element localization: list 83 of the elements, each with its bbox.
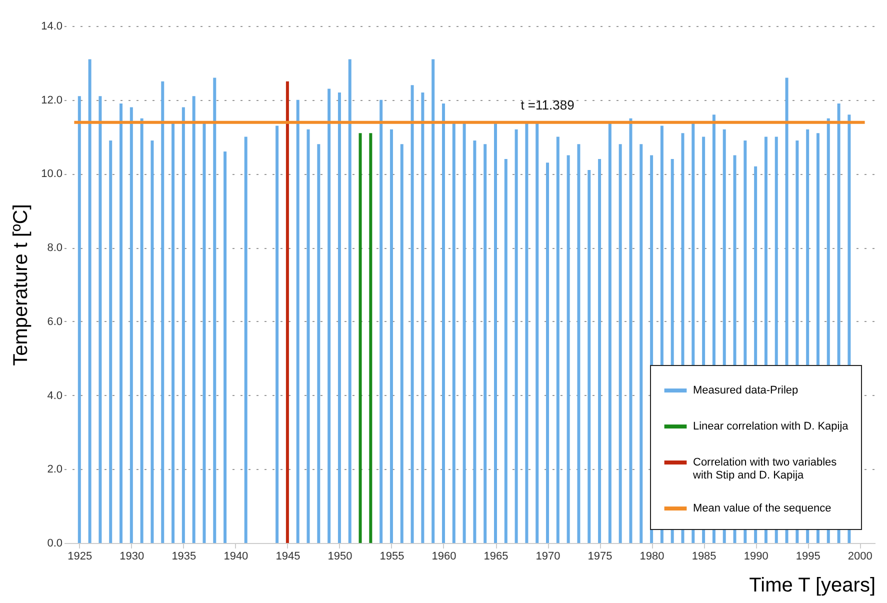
bar xyxy=(556,136,560,543)
x-tick-label: 1950 xyxy=(328,550,352,562)
bar xyxy=(588,170,591,543)
x-tick-label: 1995 xyxy=(796,550,820,562)
x-tick-label: 1970 xyxy=(536,550,560,562)
y-tick-label: 6.0 xyxy=(47,316,62,328)
x-tick-label: 1925 xyxy=(68,550,92,562)
bar xyxy=(328,88,331,543)
bar xyxy=(98,96,102,543)
bar xyxy=(109,140,112,543)
y-tick-label: 14.0 xyxy=(41,20,62,32)
x-tick-label: 1930 xyxy=(120,550,144,562)
bar xyxy=(244,136,248,543)
x-tick-label: 1985 xyxy=(692,550,716,562)
bar xyxy=(161,81,164,543)
bar xyxy=(369,133,372,543)
bar xyxy=(88,59,92,543)
x-tick-label: 1935 xyxy=(172,550,196,562)
bar xyxy=(462,122,466,543)
y-tick-label: 10.0 xyxy=(41,168,62,180)
bar xyxy=(213,78,216,543)
bar xyxy=(380,100,383,543)
x-tick-label: 1980 xyxy=(640,550,664,562)
bar xyxy=(390,129,393,543)
bar xyxy=(421,92,424,543)
bar xyxy=(410,85,414,543)
bar xyxy=(296,100,300,543)
y-tick-label: 0.0 xyxy=(47,538,62,550)
annotation: t =11.389 xyxy=(520,97,574,112)
bar xyxy=(306,129,310,543)
bar xyxy=(202,122,206,543)
bar xyxy=(120,104,123,543)
y-tick-label: 8.0 xyxy=(47,242,62,254)
bar xyxy=(400,144,404,543)
bar xyxy=(566,155,570,543)
x-axis-title: Time T [years] xyxy=(749,574,876,596)
bar xyxy=(640,144,643,543)
bar xyxy=(286,81,289,543)
legend-label: Measured data-Prilep xyxy=(693,384,798,396)
legend-label: Correlation with two variables with Stip and D. Kapija xyxy=(692,456,838,482)
bar xyxy=(494,122,498,543)
bar xyxy=(536,122,539,543)
bar xyxy=(629,118,632,543)
bar xyxy=(182,107,185,543)
bar xyxy=(618,144,622,543)
bar xyxy=(514,129,518,543)
x-tick-label: 1975 xyxy=(588,550,612,562)
y-axis-title: Temperature t [ºC] xyxy=(10,204,32,366)
x-tick-label: 1990 xyxy=(744,550,768,562)
bar xyxy=(317,144,320,543)
x-tick-label: 1965 xyxy=(484,550,508,562)
x-tick-label: 2000 xyxy=(848,550,872,562)
bar xyxy=(608,122,612,543)
bar xyxy=(484,144,487,543)
bar xyxy=(432,59,435,543)
bar xyxy=(348,59,352,543)
x-tick-label: 1960 xyxy=(432,550,456,562)
bar xyxy=(546,162,550,543)
bar xyxy=(192,96,196,543)
x-tick-label: 1945 xyxy=(276,550,300,562)
y-tick-label: 2.0 xyxy=(47,464,62,476)
bar xyxy=(442,104,445,543)
bar xyxy=(598,158,602,543)
legend-label: Mean value of the sequence xyxy=(693,502,832,514)
bar xyxy=(452,122,456,543)
bar xyxy=(140,118,144,543)
bar xyxy=(130,107,133,543)
bar xyxy=(150,140,154,543)
y-tick-label: 12.0 xyxy=(41,94,62,106)
bar xyxy=(473,140,476,543)
bar xyxy=(338,92,341,543)
bar xyxy=(525,122,528,543)
x-tick-label: 1940 xyxy=(224,550,248,562)
bar xyxy=(577,144,580,543)
bar xyxy=(504,158,508,543)
bar xyxy=(224,152,227,543)
legend-label: Linear correlation with D. Kapija xyxy=(693,420,850,432)
bar xyxy=(78,96,81,543)
bar xyxy=(172,122,175,543)
bar xyxy=(276,126,279,543)
bar xyxy=(358,133,362,543)
y-tick-label: 4.0 xyxy=(47,390,62,402)
x-tick-label: 1955 xyxy=(380,550,404,562)
